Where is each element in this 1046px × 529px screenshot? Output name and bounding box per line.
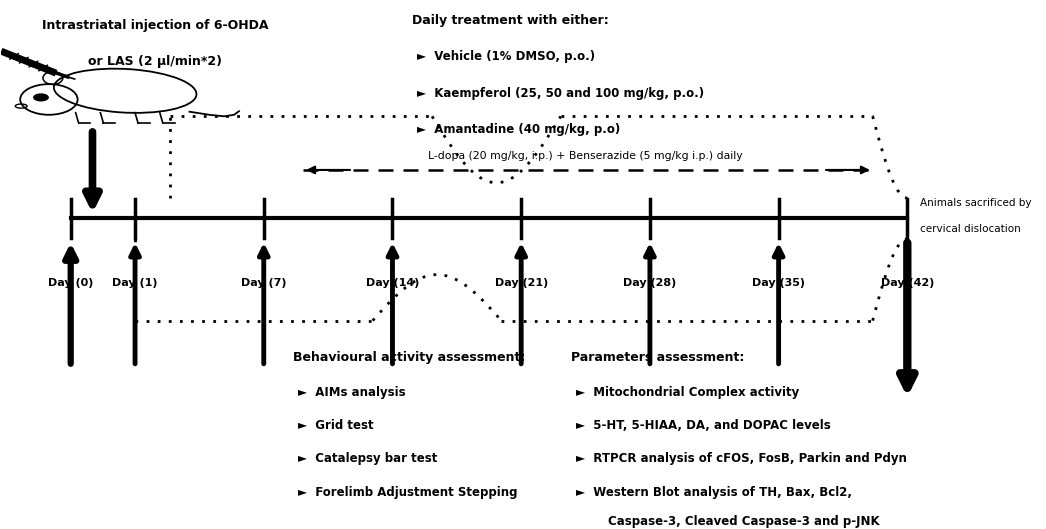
Text: or LAS (2 μl/min*2): or LAS (2 μl/min*2) xyxy=(88,55,222,68)
Text: ►  RTPCR analysis of cFOS, FosB, Parkin and Pdyn: ► RTPCR analysis of cFOS, FosB, Parkin a… xyxy=(575,452,907,466)
Text: cervical dislocation: cervical dislocation xyxy=(920,224,1021,234)
Text: Day (28): Day (28) xyxy=(623,278,677,288)
Text: ►  Mitochondrial Complex activity: ► Mitochondrial Complex activity xyxy=(575,386,799,399)
Circle shape xyxy=(33,93,49,102)
Text: Day (42): Day (42) xyxy=(881,278,934,288)
Text: Animals sacrificed by: Animals sacrificed by xyxy=(920,198,1031,208)
Text: Day (21): Day (21) xyxy=(495,278,548,288)
Text: Behavioural activity assessment:: Behavioural activity assessment: xyxy=(294,351,526,364)
Text: Day (14): Day (14) xyxy=(366,278,419,288)
Text: ►  Grid test: ► Grid test xyxy=(298,419,374,432)
Text: Day (1): Day (1) xyxy=(112,278,158,288)
Text: Caspase-3, Cleaved Caspase-3 and p-JNK: Caspase-3, Cleaved Caspase-3 and p-JNK xyxy=(609,515,880,528)
Text: ►  Vehicle (1% DMSO, p.o.): ► Vehicle (1% DMSO, p.o.) xyxy=(417,50,595,63)
Text: ►  5-HT, 5-HIAA, DA, and DOPAC levels: ► 5-HT, 5-HIAA, DA, and DOPAC levels xyxy=(575,419,831,432)
Text: ►  Western Blot analysis of TH, Bax, Bcl2,: ► Western Blot analysis of TH, Bax, Bcl2… xyxy=(575,486,851,499)
Text: ►  Catalepsy bar test: ► Catalepsy bar test xyxy=(298,452,438,466)
Text: Parameters assessment:: Parameters assessment: xyxy=(571,351,744,364)
Text: Day (7): Day (7) xyxy=(241,278,287,288)
Text: ►  Amantadine (40 mg/kg, p.o): ► Amantadine (40 mg/kg, p.o) xyxy=(417,123,620,136)
Text: Daily treatment with either:: Daily treatment with either: xyxy=(412,14,609,27)
Text: ►  AIMs analysis: ► AIMs analysis xyxy=(298,386,406,399)
Text: Day (35): Day (35) xyxy=(752,278,805,288)
Text: L-dopa (20 mg/kg, i.p.) + Benserazide (5 mg/kg i.p.) daily: L-dopa (20 mg/kg, i.p.) + Benserazide (5… xyxy=(428,151,743,161)
Text: Day (0): Day (0) xyxy=(48,278,93,288)
Text: ►  Forelimb Adjustment Stepping: ► Forelimb Adjustment Stepping xyxy=(298,486,518,499)
Text: ►  Kaempferol (25, 50 and 100 mg/kg, p.o.): ► Kaempferol (25, 50 and 100 mg/kg, p.o.… xyxy=(417,87,704,99)
Text: Intrastriatal injection of 6-OHDA: Intrastriatal injection of 6-OHDA xyxy=(42,19,268,32)
